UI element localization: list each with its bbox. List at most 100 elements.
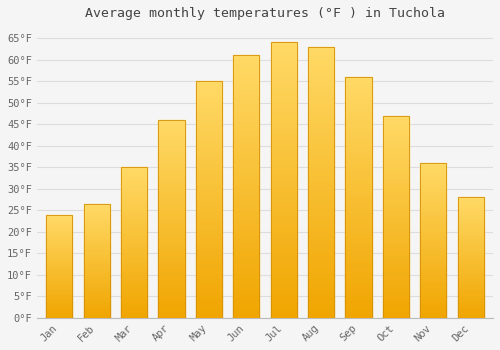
Bar [196,147,222,150]
Bar [196,280,222,282]
Bar [84,239,110,240]
Bar [382,206,409,209]
Bar [308,49,334,52]
Bar [196,202,222,204]
Bar [346,106,372,108]
Bar [196,174,222,176]
Bar [158,215,184,217]
Bar [420,228,446,230]
Bar [270,136,296,139]
Bar [420,292,446,293]
Bar [196,278,222,280]
Bar [84,204,110,318]
Bar [270,86,296,89]
Bar [121,264,147,265]
Bar [308,120,334,123]
Bar [233,307,260,310]
Bar [196,133,222,136]
Bar [270,166,296,169]
Bar [233,113,260,116]
Bar [346,238,372,241]
Bar [196,84,222,86]
Bar [121,179,147,181]
Bar [233,208,260,210]
Bar [458,238,483,239]
Bar [382,259,409,261]
Bar [196,237,222,240]
Bar [121,268,147,270]
Bar [233,95,260,97]
Bar [382,154,409,156]
Bar [458,235,483,236]
Bar [84,299,110,300]
Bar [346,132,372,135]
Bar [46,229,72,230]
Bar [121,186,147,187]
Bar [270,224,296,227]
Bar [270,254,296,257]
Bar [308,85,334,88]
Bar [458,277,483,278]
Bar [346,299,372,301]
Bar [270,73,296,76]
Bar [46,247,72,248]
Bar [121,250,147,252]
Bar [84,206,110,207]
Bar [382,304,409,306]
Bar [84,282,110,284]
Bar [382,308,409,310]
Bar [84,204,110,205]
Bar [84,272,110,273]
Bar [158,280,184,282]
Bar [308,274,334,277]
Bar [233,147,260,150]
Bar [308,101,334,104]
Bar [458,246,483,247]
Bar [308,158,334,161]
Bar [270,78,296,81]
Bar [458,197,483,198]
Bar [346,135,372,137]
Bar [196,308,222,311]
Bar [46,263,72,264]
Bar [196,282,222,285]
Bar [233,213,260,216]
Bar [196,235,222,237]
Bar [121,279,147,280]
Bar [158,154,184,155]
Bar [270,42,296,318]
Bar [308,71,334,74]
Bar [458,314,483,315]
Bar [270,169,296,172]
Bar [346,270,372,272]
Bar [346,161,372,164]
Bar [196,261,222,264]
Bar [196,103,222,105]
Bar [121,259,147,261]
Bar [233,237,260,239]
Bar [158,134,184,136]
Bar [458,259,483,260]
Bar [196,126,222,128]
Bar [270,301,296,304]
Bar [346,94,372,96]
Bar [346,125,372,127]
Bar [382,201,409,203]
Bar [84,271,110,272]
Bar [196,311,222,313]
Bar [121,214,147,216]
Bar [121,169,147,170]
Bar [458,231,483,232]
Bar [458,279,483,280]
Bar [46,288,72,289]
Bar [158,205,184,207]
Bar [233,284,260,286]
Bar [382,187,409,188]
Bar [158,148,184,150]
Bar [233,310,260,313]
Bar [196,81,222,84]
Bar [382,235,409,237]
Bar [270,293,296,296]
Bar [420,175,446,177]
Bar [46,215,72,318]
